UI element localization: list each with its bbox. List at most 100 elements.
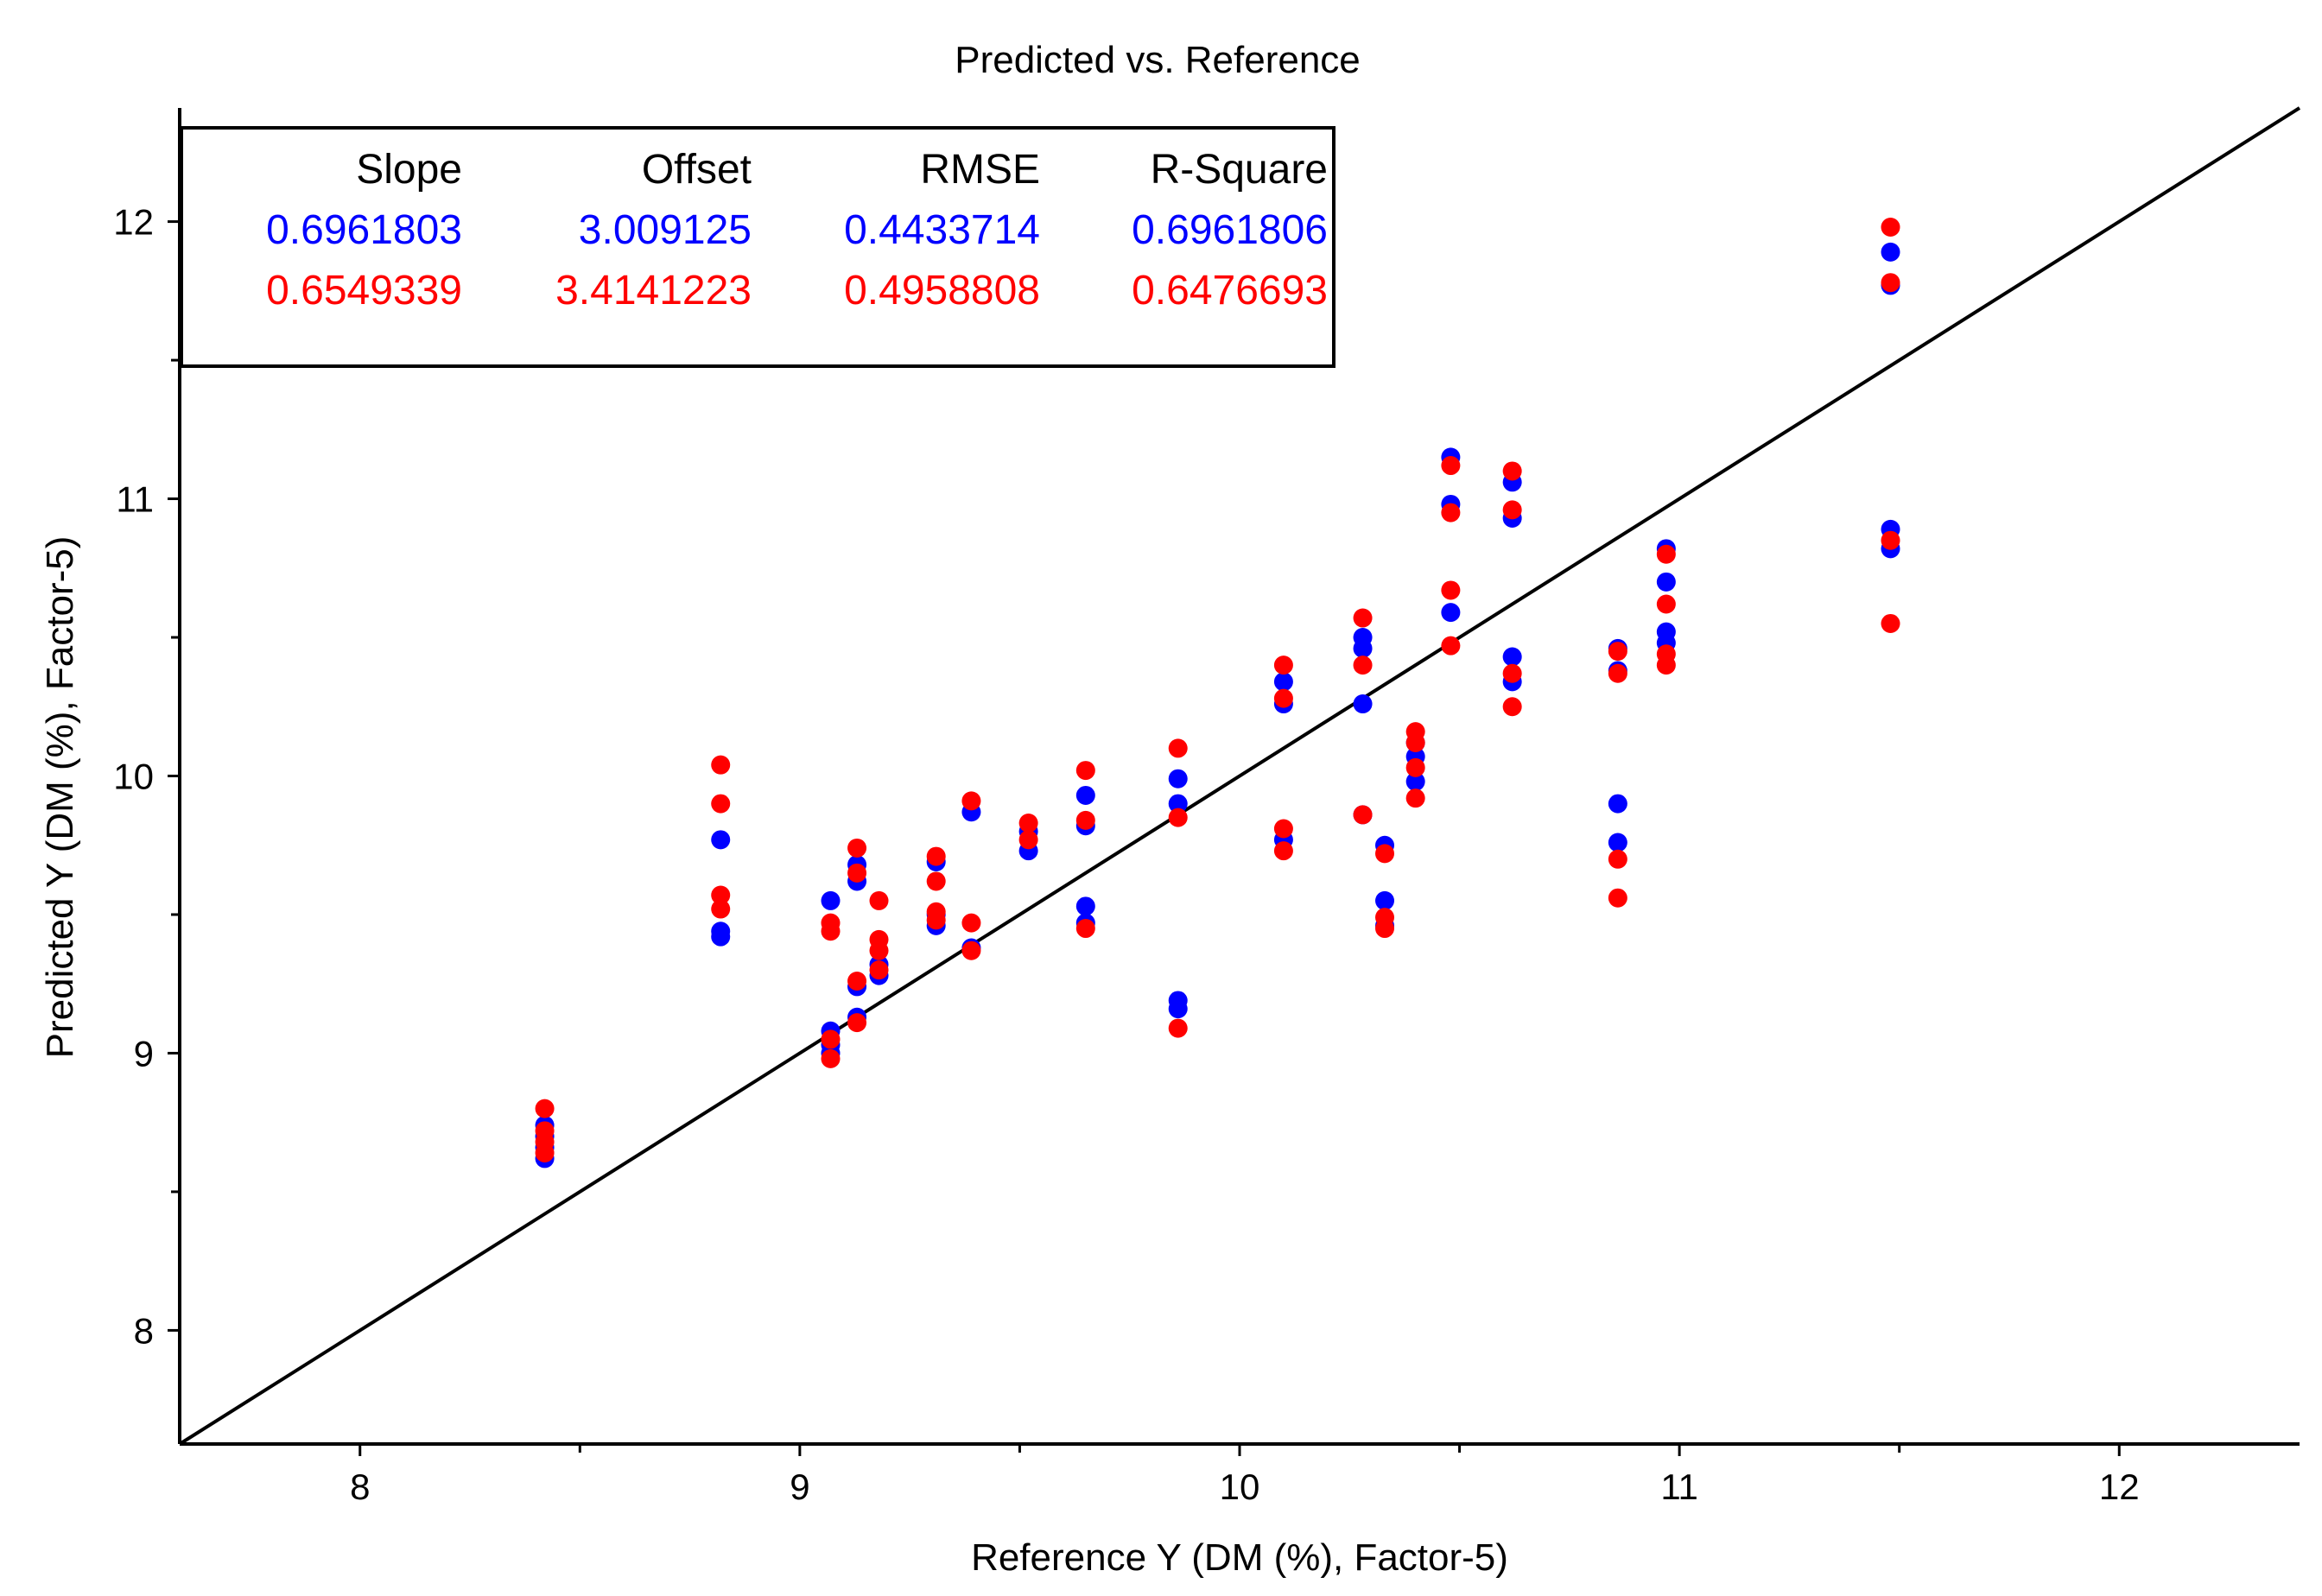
stats-value: 0.4958808 bbox=[844, 268, 1040, 314]
data-point-validation bbox=[1656, 544, 1676, 564]
data-point-validation bbox=[821, 922, 841, 941]
data-point-validation bbox=[1502, 500, 1522, 520]
series-validation bbox=[535, 218, 1900, 1162]
data-point-calibration bbox=[1273, 672, 1293, 692]
data-point-calibration bbox=[711, 830, 731, 850]
x-tick-label: 9 bbox=[790, 1466, 809, 1507]
data-point-validation bbox=[1375, 844, 1395, 864]
series-calibration bbox=[535, 242, 1900, 1168]
data-point-validation bbox=[1075, 919, 1095, 939]
data-point-validation bbox=[1353, 805, 1373, 825]
data-point-calibration bbox=[1881, 242, 1900, 262]
data-point-validation bbox=[711, 899, 731, 919]
data-point-calibration bbox=[1075, 896, 1095, 916]
data-point-validation bbox=[1273, 656, 1293, 675]
data-point-validation bbox=[1018, 814, 1038, 833]
stats-value: 3.4141223 bbox=[555, 268, 752, 314]
data-point-validation bbox=[1608, 663, 1627, 683]
data-point-calibration bbox=[1168, 769, 1188, 788]
data-point-validation bbox=[1168, 738, 1188, 758]
stats-header: Slope bbox=[356, 147, 462, 193]
data-point-validation bbox=[847, 972, 867, 991]
data-point-calibration bbox=[1608, 833, 1627, 852]
data-point-validation bbox=[1405, 732, 1425, 752]
stats-legend-text: Slope Offset RMSE R-Square 0.6961803 3.009125… bbox=[266, 147, 1328, 314]
data-point-calibration bbox=[1168, 794, 1188, 814]
y-axis-ticks: 8 9 10 11 12 bbox=[113, 202, 180, 1351]
data-point-calibration bbox=[1502, 647, 1522, 667]
data-point-validation bbox=[1441, 580, 1461, 600]
x-tick-label: 11 bbox=[1660, 1466, 1698, 1507]
x-axis-ticks: 8 9 10 11 12 bbox=[350, 1444, 2140, 1507]
data-point-validation bbox=[847, 1013, 867, 1033]
data-point-calibration bbox=[711, 927, 731, 947]
data-point-calibration bbox=[1656, 572, 1676, 592]
data-point-validation bbox=[1656, 656, 1676, 675]
data-point-validation bbox=[926, 846, 946, 866]
chart-title: Predicted vs. Reference bbox=[955, 39, 1361, 81]
data-point-validation bbox=[1075, 761, 1095, 781]
data-point-validation bbox=[535, 1143, 555, 1162]
x-tick-label: 8 bbox=[350, 1466, 370, 1507]
stats-value: 0.6961806 bbox=[1132, 207, 1328, 253]
data-point-validation bbox=[869, 890, 889, 910]
data-point-validation bbox=[1608, 888, 1627, 908]
target-line bbox=[178, 106, 2301, 1446]
data-point-validation bbox=[1405, 757, 1425, 777]
data-point-validation bbox=[1273, 819, 1293, 839]
data-point-validation bbox=[821, 1029, 841, 1049]
data-point-validation bbox=[1273, 841, 1293, 861]
stats-header: Offset bbox=[642, 147, 752, 193]
data-point-validation bbox=[821, 1048, 841, 1068]
data-point-calibration bbox=[1375, 890, 1395, 910]
stats-legend-frame bbox=[180, 126, 1335, 368]
data-point-validation bbox=[1168, 1018, 1188, 1038]
data-point-validation bbox=[1881, 218, 1900, 238]
data-point-calibration bbox=[1353, 638, 1373, 658]
y-tick-label: 12 bbox=[113, 202, 154, 243]
data-point-validation bbox=[1353, 656, 1373, 675]
data-point-validation bbox=[1881, 273, 1900, 293]
data-point-validation bbox=[711, 794, 731, 814]
target-line-group bbox=[178, 106, 2301, 1446]
stats-legend: Slope Offset RMSE R-Square 0.6961803 3.009125… bbox=[180, 126, 1335, 368]
data-point-calibration bbox=[1608, 794, 1627, 814]
stats-value: 3.009125 bbox=[579, 207, 752, 253]
data-point-validation bbox=[1502, 461, 1522, 481]
data-point-validation bbox=[1656, 594, 1676, 614]
data-points bbox=[535, 218, 1900, 1168]
data-point-validation bbox=[961, 913, 981, 933]
data-point-validation bbox=[1502, 697, 1522, 717]
x-axis-label: Reference Y (DM (%), Factor-5) bbox=[971, 1536, 1508, 1579]
stats-header: RMSE bbox=[920, 147, 1040, 193]
stats-value: 0.6549339 bbox=[266, 268, 462, 314]
data-point-validation bbox=[847, 838, 867, 858]
data-point-validation bbox=[1441, 636, 1461, 656]
data-point-validation bbox=[1608, 849, 1627, 869]
x-tick-label: 10 bbox=[1220, 1466, 1260, 1507]
data-point-validation bbox=[961, 940, 981, 960]
data-point-validation bbox=[1018, 830, 1038, 850]
y-tick-label: 9 bbox=[134, 1033, 154, 1074]
data-point-calibration bbox=[1353, 694, 1373, 714]
data-point-validation bbox=[711, 755, 731, 775]
y-tick-label: 11 bbox=[116, 479, 154, 520]
y-tick-label: 10 bbox=[113, 757, 154, 797]
stats-value: 0.4433714 bbox=[844, 207, 1040, 253]
data-point-validation bbox=[847, 863, 867, 883]
data-point-validation bbox=[1405, 788, 1425, 808]
data-point-validation bbox=[1353, 608, 1373, 628]
data-point-validation bbox=[1441, 456, 1461, 476]
data-point-validation bbox=[535, 1099, 555, 1118]
data-point-validation bbox=[1168, 808, 1188, 827]
data-point-validation bbox=[1441, 503, 1461, 522]
data-point-validation bbox=[1502, 663, 1522, 683]
stats-value: 0.6961803 bbox=[266, 207, 462, 253]
data-point-validation bbox=[1375, 919, 1395, 939]
data-point-validation bbox=[961, 791, 981, 811]
data-point-calibration bbox=[1075, 785, 1095, 805]
data-point-validation bbox=[711, 885, 731, 905]
y-axis-label: Predicted Y (DM (%), Factor-5) bbox=[39, 536, 81, 1059]
data-point-validation bbox=[1273, 688, 1293, 708]
